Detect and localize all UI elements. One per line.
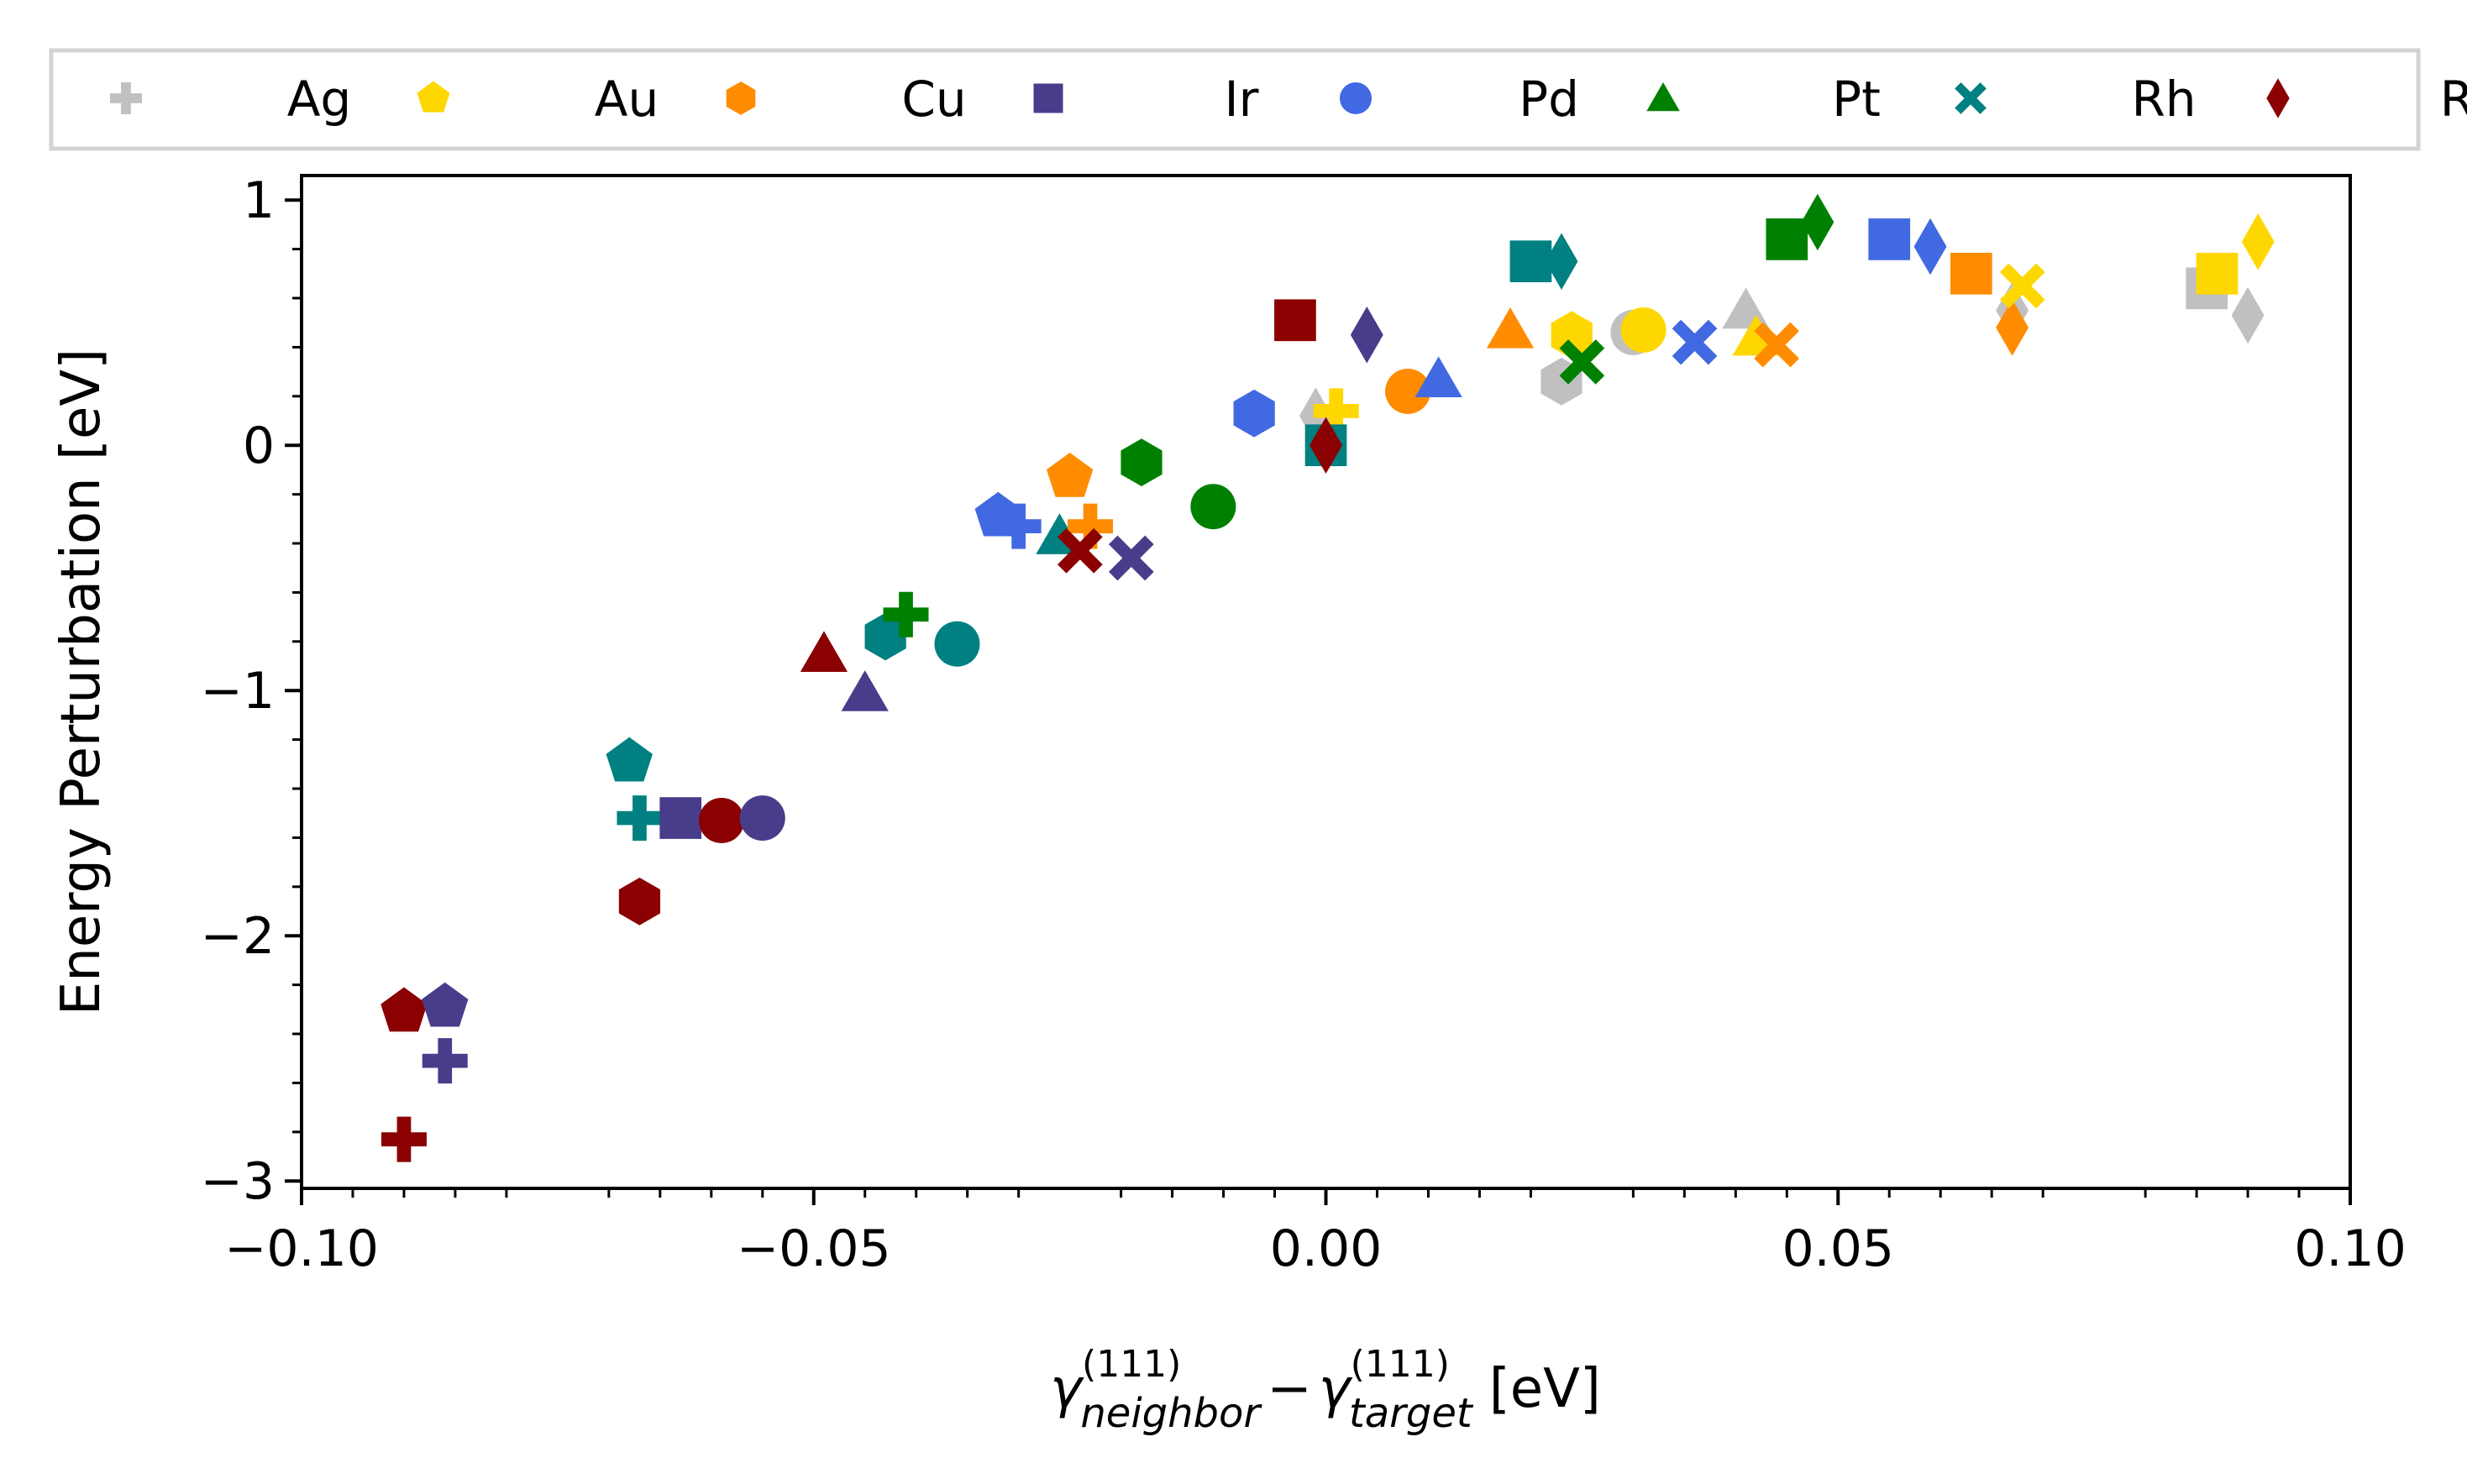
data-point <box>422 982 469 1027</box>
legend-marker-square <box>1033 83 1063 113</box>
data-point <box>381 1116 427 1162</box>
data-point <box>739 795 785 842</box>
data-point <box>1754 322 1799 368</box>
x-axis-label: γ(111) neighbor − γ(111) target [eV] <box>1050 1343 1601 1437</box>
data-point <box>617 795 663 842</box>
legend-label: Pt <box>1832 71 1881 128</box>
x-label-gamma-2: γ <box>1319 1358 1353 1420</box>
data-point <box>2231 286 2265 344</box>
data-point <box>995 503 1042 549</box>
data-point <box>1046 452 1094 497</box>
data-point <box>800 631 848 673</box>
data-point <box>1415 356 1462 397</box>
data-point <box>1121 438 1163 487</box>
legend-item-au: Au <box>417 71 659 128</box>
data-point <box>1620 307 1667 353</box>
data-point <box>1868 218 1911 260</box>
x-tick-label: 0.05 <box>1782 1219 1894 1278</box>
data-point <box>1801 193 1835 251</box>
data-point <box>1233 389 1275 438</box>
data-point <box>1190 484 1236 530</box>
legend-item-rh: Rh <box>1955 71 2197 128</box>
x-tick-label: −0.10 <box>224 1219 379 1278</box>
legend-label: Pd <box>1519 71 1579 128</box>
x-tick-label: 0.10 <box>2294 1219 2407 1278</box>
data-point <box>2196 252 2239 295</box>
y-tick-label: −1 <box>201 662 275 721</box>
data-point <box>1545 233 1578 290</box>
x-label-sup-1: (111) <box>1082 1343 1181 1386</box>
data-point <box>883 591 929 637</box>
data-point <box>1766 218 1808 260</box>
y-tick-label: 0 <box>243 417 275 475</box>
legend-label: Au <box>595 71 659 128</box>
legend-item-pt: Pt <box>1646 71 1881 128</box>
data-point <box>422 1038 468 1084</box>
legend-label: Rh <box>2131 71 2196 128</box>
legend-marker-plus <box>110 82 142 114</box>
y-tick-label: −2 <box>201 907 275 966</box>
data-point <box>698 797 744 843</box>
data-point <box>1509 240 1552 283</box>
data-point <box>864 612 906 661</box>
legend-item-ir: Ir <box>1033 71 1259 128</box>
x-label-gamma-1: γ <box>1050 1358 1084 1420</box>
legend-marker-x <box>1955 82 1987 114</box>
data-point <box>934 621 980 667</box>
data-point <box>1996 299 2029 356</box>
legend-marker-hexagon <box>726 81 756 115</box>
data-point <box>1913 218 1947 275</box>
data-point <box>618 877 661 926</box>
x-label-sup-2: (111) <box>1351 1343 1450 1386</box>
x-label-sub-2: target <box>1349 1390 1474 1437</box>
data-points <box>381 193 2275 1162</box>
x-label-unit: [eV] <box>1489 1358 1601 1420</box>
data-point <box>1559 339 1605 385</box>
legend-item-cu: Cu <box>726 71 967 128</box>
legend-label: Cu <box>901 71 966 128</box>
legend: Ag Au Cu Ir Pd Pt Rh Ru <box>49 48 2467 151</box>
x-label-minus: − <box>1267 1358 1312 1420</box>
legend-marker-circle <box>1340 82 1372 114</box>
legend-marker-pentagon <box>417 81 450 113</box>
data-point <box>659 797 702 839</box>
data-point <box>1672 319 1718 365</box>
legend-item-pd: Pd <box>1340 71 1579 128</box>
data-point <box>1486 307 1535 349</box>
legend-item-ag: Ag <box>110 71 351 128</box>
x-label-sub-1: neighbor <box>1080 1390 1262 1437</box>
data-point <box>841 670 889 711</box>
data-point <box>1057 527 1103 574</box>
data-point <box>1108 535 1154 581</box>
legend-label: Ag <box>287 71 352 128</box>
y-axis-label: Energy Perturbation [eV] <box>50 349 113 1015</box>
axis-ticks: −0.10 −0.05 0.00 0.05 0.10 −3 −2 −1 0 1 <box>201 171 2407 1278</box>
data-point <box>1310 417 1342 474</box>
y-tick-label: −3 <box>201 1152 275 1211</box>
legend-marker-triangle <box>1646 82 1680 112</box>
y-tick-label: 1 <box>243 171 275 230</box>
data-point <box>1350 307 1383 364</box>
data-point <box>2241 213 2275 270</box>
data-point <box>1385 368 1431 414</box>
x-tick-label: −0.05 <box>737 1219 891 1278</box>
legend-label: Ru <box>2440 71 2467 128</box>
data-point <box>1274 299 1316 342</box>
data-point <box>606 737 653 782</box>
data-point <box>381 987 428 1032</box>
data-point <box>1950 252 1992 295</box>
x-tick-label: 0.00 <box>1270 1219 1383 1278</box>
legend-item-ru: Ru <box>2266 71 2467 128</box>
data-point <box>1999 263 2045 309</box>
legend-marker-diamond <box>2266 78 2290 118</box>
legend-label: Ir <box>1225 71 1259 128</box>
